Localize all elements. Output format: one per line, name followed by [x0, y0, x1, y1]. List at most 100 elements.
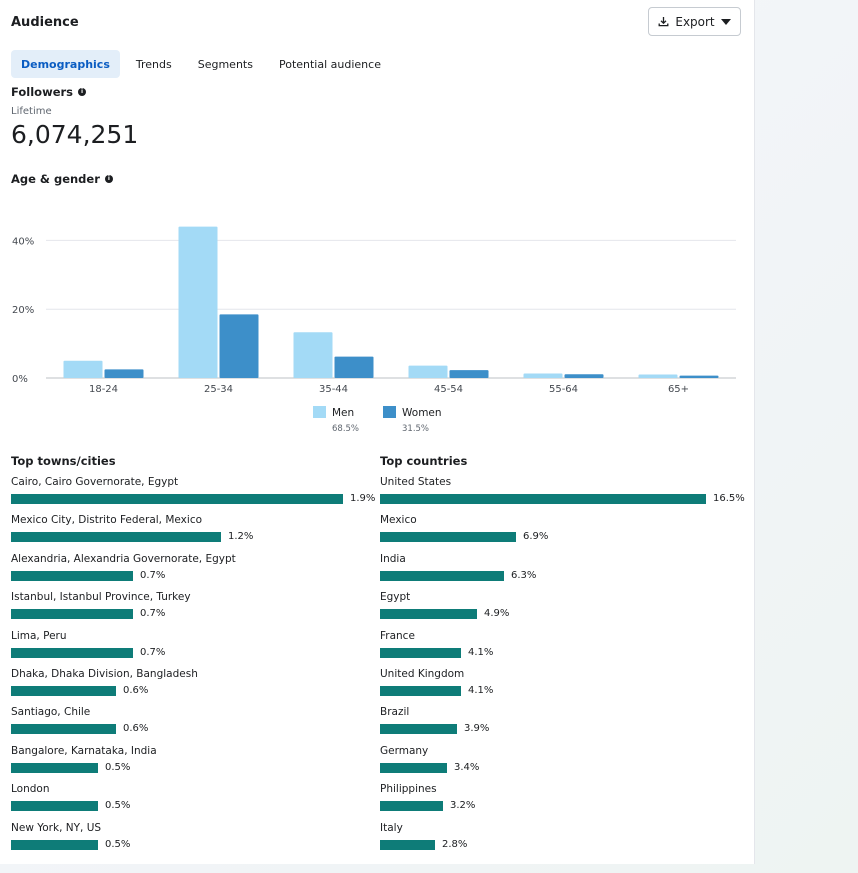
- x-tick-label: 25-34: [204, 384, 233, 395]
- top-cities-list: Cairo, Cairo Governorate, Egypt 1.9% Mexic…: [11, 476, 375, 860]
- top-countries-title: Top countries: [380, 454, 468, 468]
- list-item: United States 16.5%: [380, 476, 750, 514]
- export-button[interactable]: Export: [648, 7, 741, 36]
- item-bar: [380, 801, 443, 812]
- export-label: Export: [675, 14, 715, 29]
- followers-count: 6,074,251: [11, 120, 139, 149]
- item-bar: [11, 532, 221, 543]
- legend-swatch-women: [383, 406, 396, 418]
- x-tick-label: 45-54: [434, 384, 463, 395]
- item-name: Egypt: [380, 591, 411, 604]
- age-gender-label: Age & gender: [11, 172, 100, 186]
- list-item: Germany 3.4%: [380, 745, 750, 783]
- list-item: India 6.3%: [380, 553, 750, 591]
- info-icon[interactable]: i: [78, 88, 87, 96]
- item-name: Cairo, Cairo Governorate, Egypt: [11, 476, 179, 488]
- item-name: New York, NY, US: [11, 821, 102, 834]
- item-bar: [380, 532, 516, 543]
- followers-heading: Followers i: [11, 85, 87, 99]
- item-bar: [11, 647, 133, 658]
- item-name: Istanbul, Istanbul Province, Turkey: [11, 591, 191, 604]
- bar-men: [178, 226, 218, 378]
- bar-men: [638, 374, 678, 378]
- legend-share: 31.5%: [402, 424, 429, 434]
- list-item: Philippines 3.2%: [380, 783, 750, 821]
- item-value: 3.2%: [450, 800, 476, 812]
- item-bar: [11, 839, 98, 850]
- legend-label: Men: [332, 407, 354, 419]
- bar-men: [523, 373, 563, 378]
- list-item: Alexandria, Alexandria Governorate, Egyp…: [11, 553, 371, 591]
- legend-share: 68.5%: [332, 424, 359, 434]
- bar-men: [408, 365, 448, 378]
- bar-women: [334, 356, 374, 378]
- item-value: 0.6%: [123, 684, 149, 696]
- item-bar: [11, 570, 133, 581]
- x-tick-label: 65+: [668, 384, 689, 395]
- age-gender-heading: Age & gender i: [11, 172, 113, 186]
- item-value: 0.7%: [140, 646, 166, 658]
- item-name: United Kingdom: [380, 667, 465, 680]
- tab-potential-audience[interactable]: Potential audience: [278, 57, 381, 71]
- item-name: Dhaka, Dhaka Division, Bangladesh: [11, 667, 198, 680]
- item-value: 1.2%: [228, 531, 254, 543]
- item-bar: [380, 724, 457, 735]
- item-bar: [380, 494, 706, 504]
- legend-swatch-men: [313, 406, 326, 418]
- top-cities-title: Top towns/cities: [11, 454, 116, 468]
- x-tick-label: 55-64: [549, 384, 578, 395]
- list-item: France 4.1%: [380, 630, 750, 668]
- followers-period: Lifetime: [11, 106, 52, 117]
- x-tick-label: 35-44: [319, 384, 348, 395]
- item-bar: [380, 570, 504, 581]
- item-value: 0.6%: [123, 723, 149, 735]
- list-item: Mexico 6.9%: [380, 514, 750, 552]
- item-bar: [380, 609, 477, 620]
- item-name: United States: [380, 476, 452, 488]
- tab-demographics[interactable]: Demographics: [11, 50, 120, 78]
- bar-women: [679, 375, 719, 378]
- item-name: India: [380, 552, 406, 565]
- item-bar: [380, 839, 435, 850]
- item-name: Philippines: [380, 783, 437, 796]
- top-countries-list: United States 16.5% Mexico 6.9% India 6.3% Egy…: [380, 476, 750, 860]
- item-name: Bangalore, Karnataka, India: [11, 744, 157, 757]
- list-item: Mexico City, Distrito Federal, Mexico 1.2…: [11, 514, 371, 552]
- item-value: 6.3%: [511, 569, 537, 581]
- item-bar: [11, 494, 343, 504]
- list-item: Santiago, Chile 0.6%: [11, 706, 371, 744]
- card-title: Audience: [11, 15, 79, 30]
- bar-women: [564, 374, 604, 378]
- tab-segments[interactable]: Segments: [197, 57, 253, 71]
- item-value: 6.9%: [523, 531, 549, 543]
- legend-label: Women: [402, 407, 442, 419]
- x-tick-label: 18-24: [89, 384, 118, 395]
- list-item: Lima, Peru 0.7%: [11, 630, 371, 668]
- item-value: 2.8%: [442, 838, 468, 850]
- list-item: Italy 2.8%: [380, 822, 750, 860]
- tab-bar: Demographics Trends Segments Potential a…: [11, 50, 397, 78]
- y-tick-label: 0%: [12, 374, 28, 385]
- list-item: Cairo, Cairo Governorate, Egypt 1.9%: [11, 476, 375, 514]
- item-name: Germany: [380, 744, 429, 757]
- bar-women: [449, 370, 489, 378]
- item-value: 4.1%: [468, 646, 494, 658]
- item-value: 4.9%: [484, 608, 510, 620]
- item-bar: [11, 609, 133, 620]
- age-gender-chart: 0% 20% 40% 18-24 25-34 35-44 45-54 55-64 65+ Men 6…: [12, 226, 736, 434]
- tab-trends[interactable]: Trends: [135, 57, 172, 71]
- item-value: 0.5%: [105, 838, 131, 850]
- item-value: 1.9%: [350, 493, 376, 504]
- list-item: Egypt 4.9%: [380, 591, 750, 629]
- item-name: Lima, Peru: [11, 629, 67, 642]
- item-bar: [11, 801, 98, 812]
- download-icon: [658, 17, 669, 27]
- caret-down-icon: [720, 18, 731, 25]
- info-icon[interactable]: i: [104, 175, 113, 183]
- list-item: United Kingdom 4.1%: [380, 668, 750, 706]
- bar-women: [104, 369, 144, 378]
- y-tick-label: 20%: [12, 305, 34, 316]
- item-name: Santiago, Chile: [11, 706, 91, 719]
- item-value: 0.5%: [105, 800, 131, 812]
- followers-label: Followers: [11, 85, 74, 99]
